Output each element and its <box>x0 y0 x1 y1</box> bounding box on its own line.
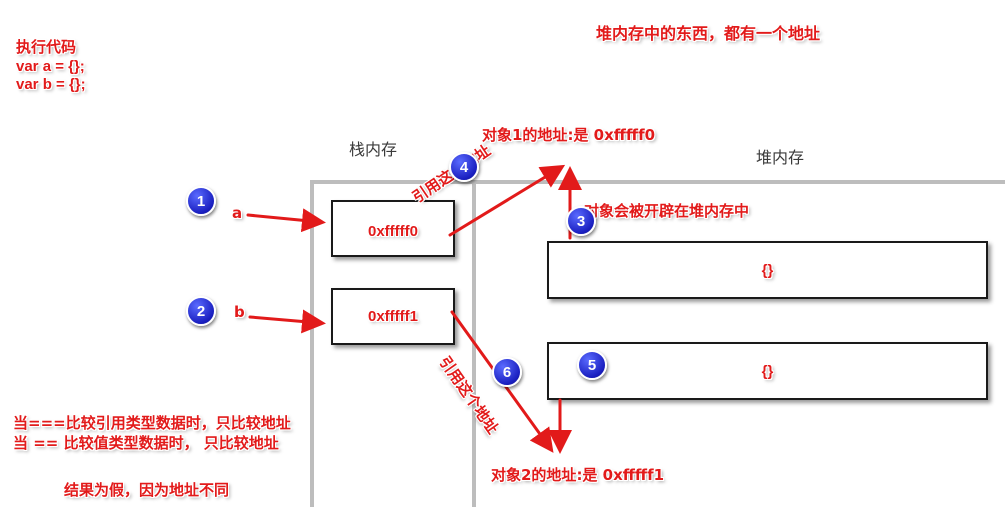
heap-note: 堆内存中的东西，都有一个地址 <box>596 24 821 43</box>
stack-cell-a-value: 0xfffff0 <box>367 223 418 240</box>
heap-object-2: {} <box>547 342 988 400</box>
object-1-address-label: 对象1的地址:是 0xfffff0 <box>482 126 656 144</box>
stack-cell-a: 0xfffff0 <box>331 200 455 257</box>
code-title: 执行代码 <box>16 39 77 56</box>
step-4-badge: 4 <box>449 152 479 182</box>
arrow-a-to-cell <box>246 208 326 233</box>
comparison-strict: 当===比较引用类型数据时，只比较地址 <box>13 414 291 432</box>
heap-object-1: {} <box>547 241 988 299</box>
stack-cell-b-value: 0xfffff1 <box>367 308 418 325</box>
comparison-loose: 当 == 比较值类型数据时， 只比较地址 <box>13 434 279 452</box>
variable-a: a <box>232 204 243 222</box>
step-1-badge: 1 <box>186 186 216 216</box>
arrow-b-to-cell <box>248 309 326 334</box>
comparison-result: 结果为假，因为地址不同 <box>64 481 230 499</box>
stack-region-label: 栈内存 <box>349 140 398 159</box>
code-line-2: var b = {}; <box>16 76 86 93</box>
step-2-badge: 2 <box>186 296 216 326</box>
code-line-1: var a = {}; <box>16 58 85 75</box>
heap-allocation-label: 对象会被开辟在堆内存中 <box>584 202 750 220</box>
variable-b: b <box>234 303 245 321</box>
step-3-badge: 3 <box>566 206 596 236</box>
object-2-address-label: 对象2的地址:是 0xfffff1 <box>491 466 665 484</box>
arrow-cell-a-to-obj1-address <box>448 164 566 237</box>
heap-region-label: 堆内存 <box>756 148 805 167</box>
step-5-badge: 5 <box>577 350 607 380</box>
step-6-badge: 6 <box>492 357 522 387</box>
heap-object-1-value: {} <box>761 261 774 279</box>
heap-object-2-value: {} <box>761 362 774 380</box>
